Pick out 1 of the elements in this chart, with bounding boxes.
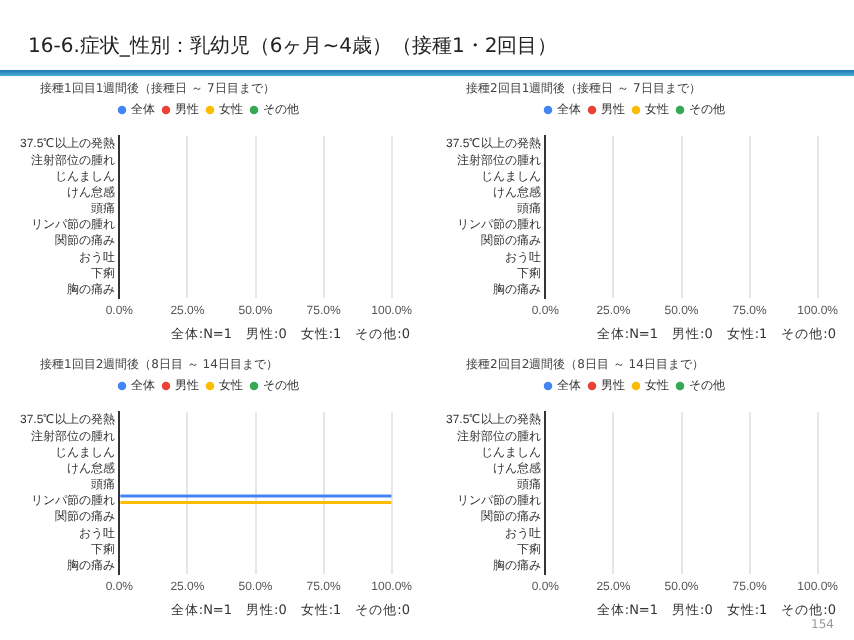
text: 16-6.症状_性別：乳幼児（6ヶ月~4歳）（接種1・2回目） — [28, 33, 558, 60]
